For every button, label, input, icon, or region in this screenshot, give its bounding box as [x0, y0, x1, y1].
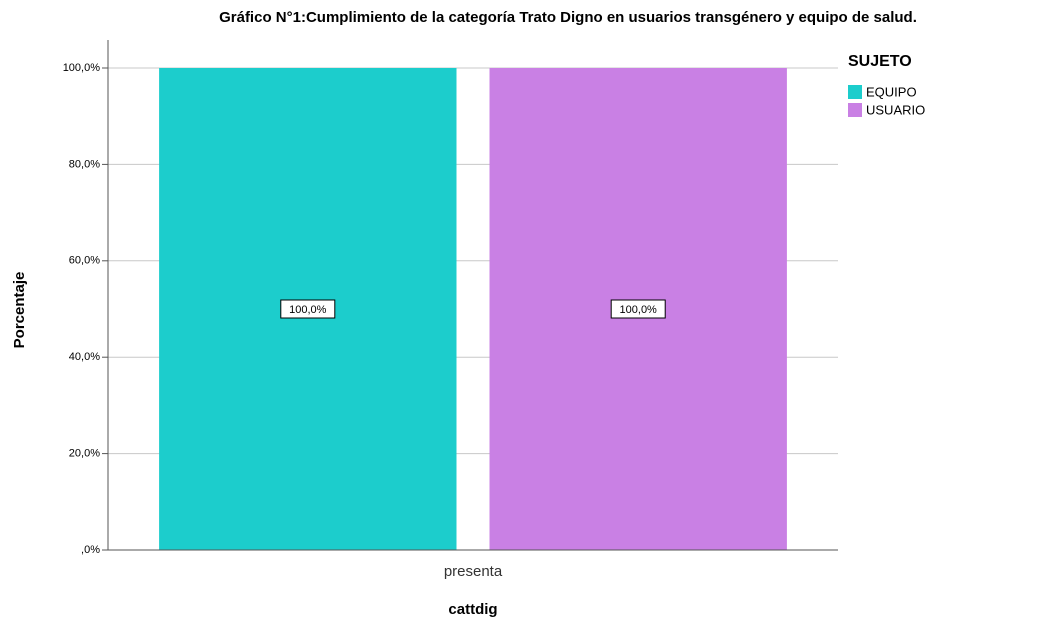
legend-title: SUJETO — [848, 53, 912, 70]
legend-swatch — [848, 85, 862, 99]
y-tick-label: 100,0% — [63, 62, 101, 74]
x-tick-label: presenta — [444, 563, 503, 580]
y-tick-label: ,0% — [81, 544, 100, 556]
value-label: 100,0% — [289, 304, 327, 316]
y-tick-label: 60,0% — [69, 255, 100, 267]
value-label: 100,0% — [620, 304, 658, 316]
y-axis-label: Porcentaje — [11, 272, 28, 349]
value-label-box — [280, 299, 336, 319]
y-tick-label: 20,0% — [69, 448, 100, 460]
x-axis-label: cattdig — [448, 601, 497, 618]
chart-title: Gráfico N°1:Cumplimiento de la categoría… — [219, 9, 917, 26]
y-tick-label: 80,0% — [69, 158, 100, 170]
legend-label: USUARIO — [866, 102, 925, 117]
legend-swatch — [848, 103, 862, 117]
y-tick-label: 40,0% — [69, 351, 100, 363]
legend-label: EQUIPO — [866, 84, 917, 99]
value-label-box — [610, 299, 666, 319]
